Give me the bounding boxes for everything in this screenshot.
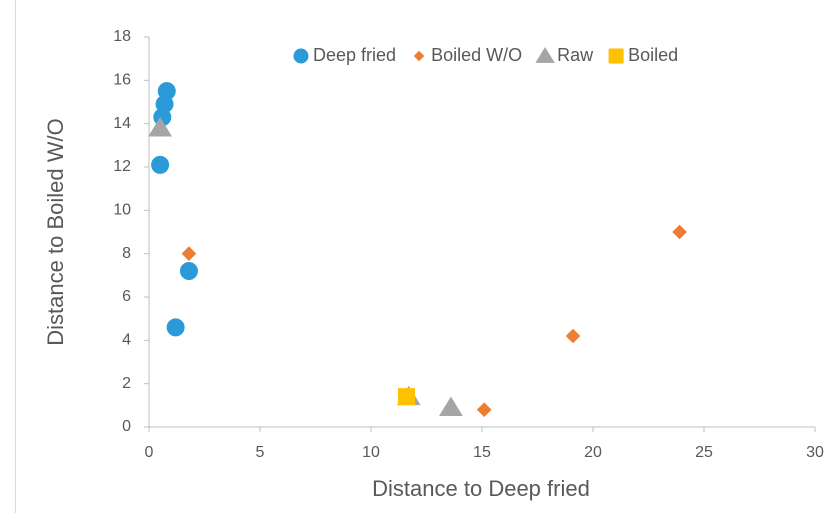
y-tick-label: 2	[122, 375, 131, 392]
point	[398, 388, 416, 406]
y-axis-title: Distance to Boiled W/O	[43, 118, 68, 345]
y-tick-label: 16	[113, 72, 131, 89]
point	[475, 400, 493, 419]
y-tick-label: 14	[113, 115, 131, 132]
x-tick-label: 30	[806, 444, 824, 461]
x-tick-label: 5	[256, 444, 265, 461]
x-tick-label: 10	[362, 444, 380, 461]
y-tick-label: 18	[113, 28, 131, 45]
legend-marker	[412, 49, 426, 63]
point	[180, 244, 198, 263]
x-tick-label: 20	[584, 444, 602, 461]
point	[151, 155, 170, 174]
legend-label: Boiled	[628, 45, 678, 65]
x-tick-label: 0	[145, 444, 154, 461]
y-tick-label: 10	[113, 202, 131, 219]
y-tick-label: 0	[122, 418, 131, 435]
legend-label: Raw	[557, 45, 594, 65]
y-tick-label: 4	[122, 332, 131, 349]
legend-marker	[608, 48, 624, 64]
point	[564, 327, 582, 345]
legend-label: Boiled W/O	[431, 45, 522, 65]
point	[148, 117, 172, 137]
x-axis-title: Distance to Deep fried	[372, 476, 590, 501]
point	[670, 223, 689, 241]
y-tick-label: 8	[122, 245, 131, 262]
point	[439, 396, 463, 416]
point	[179, 262, 198, 280]
point	[166, 318, 185, 337]
y-tick-label: 6	[122, 288, 131, 305]
legend-marker	[293, 48, 309, 64]
legend-label: Deep fried	[313, 45, 396, 65]
x-tick-label: 15	[473, 444, 491, 461]
y-tick-label: 12	[113, 158, 131, 175]
legend-marker	[535, 47, 555, 63]
x-tick-label: 25	[695, 444, 713, 461]
